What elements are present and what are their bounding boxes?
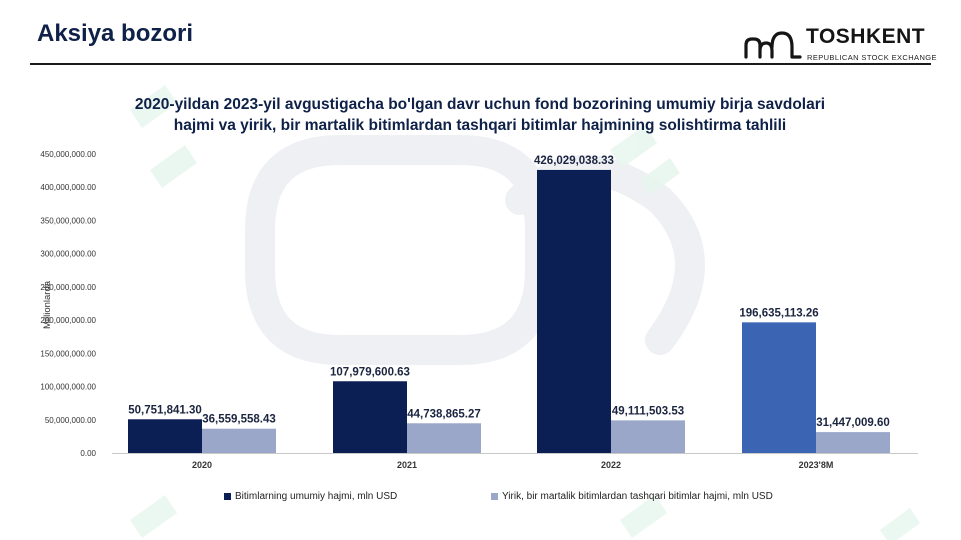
y-tick-label: 0.00 — [80, 449, 96, 458]
data-label: 44,738,865.27 — [407, 408, 481, 420]
legend-label-total: Bitimlarning umumiy hajmi, mln USD — [235, 491, 398, 502]
data-label: 50,751,841.30 — [128, 404, 202, 416]
page-title: Aksiya bozori — [37, 20, 194, 47]
y-axis-label: Millionlarda — [42, 280, 53, 329]
x-tick-label: 2022 — [601, 460, 621, 470]
data-label: 426,029,038.33 — [534, 155, 614, 167]
y-tick-label: 200,000,000.00 — [40, 316, 96, 325]
bar-excluding-large-2020 — [202, 428, 276, 453]
logo-name: TOSHKENT — [806, 25, 926, 48]
bar-total-20238M — [742, 322, 816, 453]
bar-total-2021 — [333, 381, 407, 453]
y-tick-label: 300,000,000.00 — [40, 250, 96, 259]
y-tick-label: 450,000,000.00 — [40, 150, 96, 159]
x-tick-label: 2023'8M — [799, 460, 834, 470]
legend-swatch-excluding-large — [491, 493, 498, 500]
y-tick-label: 400,000,000.00 — [40, 183, 96, 192]
y-tick-label: 150,000,000.00 — [40, 349, 96, 358]
legend-swatch-total — [224, 493, 231, 500]
chart-title-line-2: hajmi va yirik, bir martalik bitimlardan… — [173, 117, 787, 134]
y-tick-label: 250,000,000.00 — [40, 283, 96, 292]
y-tick-label: 350,000,000.00 — [40, 216, 96, 225]
data-label: 49,111,503.53 — [612, 405, 684, 417]
chart-title-line-1: 2020-yildan 2023-yil avgustigacha bo'lga… — [134, 96, 826, 113]
exchange-logo: TOSHKENT REPUBLICAN STOCK EXCHANGE — [744, 25, 937, 65]
bar-total-2020 — [128, 419, 202, 453]
data-label: 196,635,113.26 — [739, 307, 818, 319]
data-label: 31,447,009.60 — [816, 417, 890, 429]
exchange-logo-icon — [744, 31, 802, 59]
chart-title: 2020-yildan 2023-yil avgustigacha bo'lga… — [60, 94, 900, 136]
chart-legend: Bitimlarning umumiy hajmi, mln USD Yirik… — [0, 491, 961, 507]
bar-excluding-large-2022 — [611, 420, 685, 453]
x-tick-label: 2021 — [397, 460, 417, 470]
data-label: 36,559,558.43 — [202, 414, 276, 426]
y-tick-label: 100,000,000.00 — [40, 383, 96, 392]
legend-item-total: Bitimlarning umumiy hajmi, mln USD — [224, 491, 397, 502]
bar-total-2022 — [537, 169, 611, 453]
bar-excluding-large-20238M — [816, 432, 890, 453]
header-divider — [30, 63, 931, 65]
y-tick-label: 50,000,000.00 — [45, 416, 97, 425]
logo-subtitle: REPUBLICAN STOCK EXCHANGE — [807, 53, 937, 62]
legend-label-excluding-large: Yirik, bir martalik bitimlardan tashqari… — [502, 491, 773, 502]
bar-excluding-large-2021 — [407, 423, 481, 453]
data-label: 107,979,600.63 — [330, 366, 410, 378]
legend-item-excluding-large: Yirik, bir martalik bitimlardan tashqari… — [491, 491, 773, 502]
x-tick-label: 2020 — [192, 460, 212, 470]
